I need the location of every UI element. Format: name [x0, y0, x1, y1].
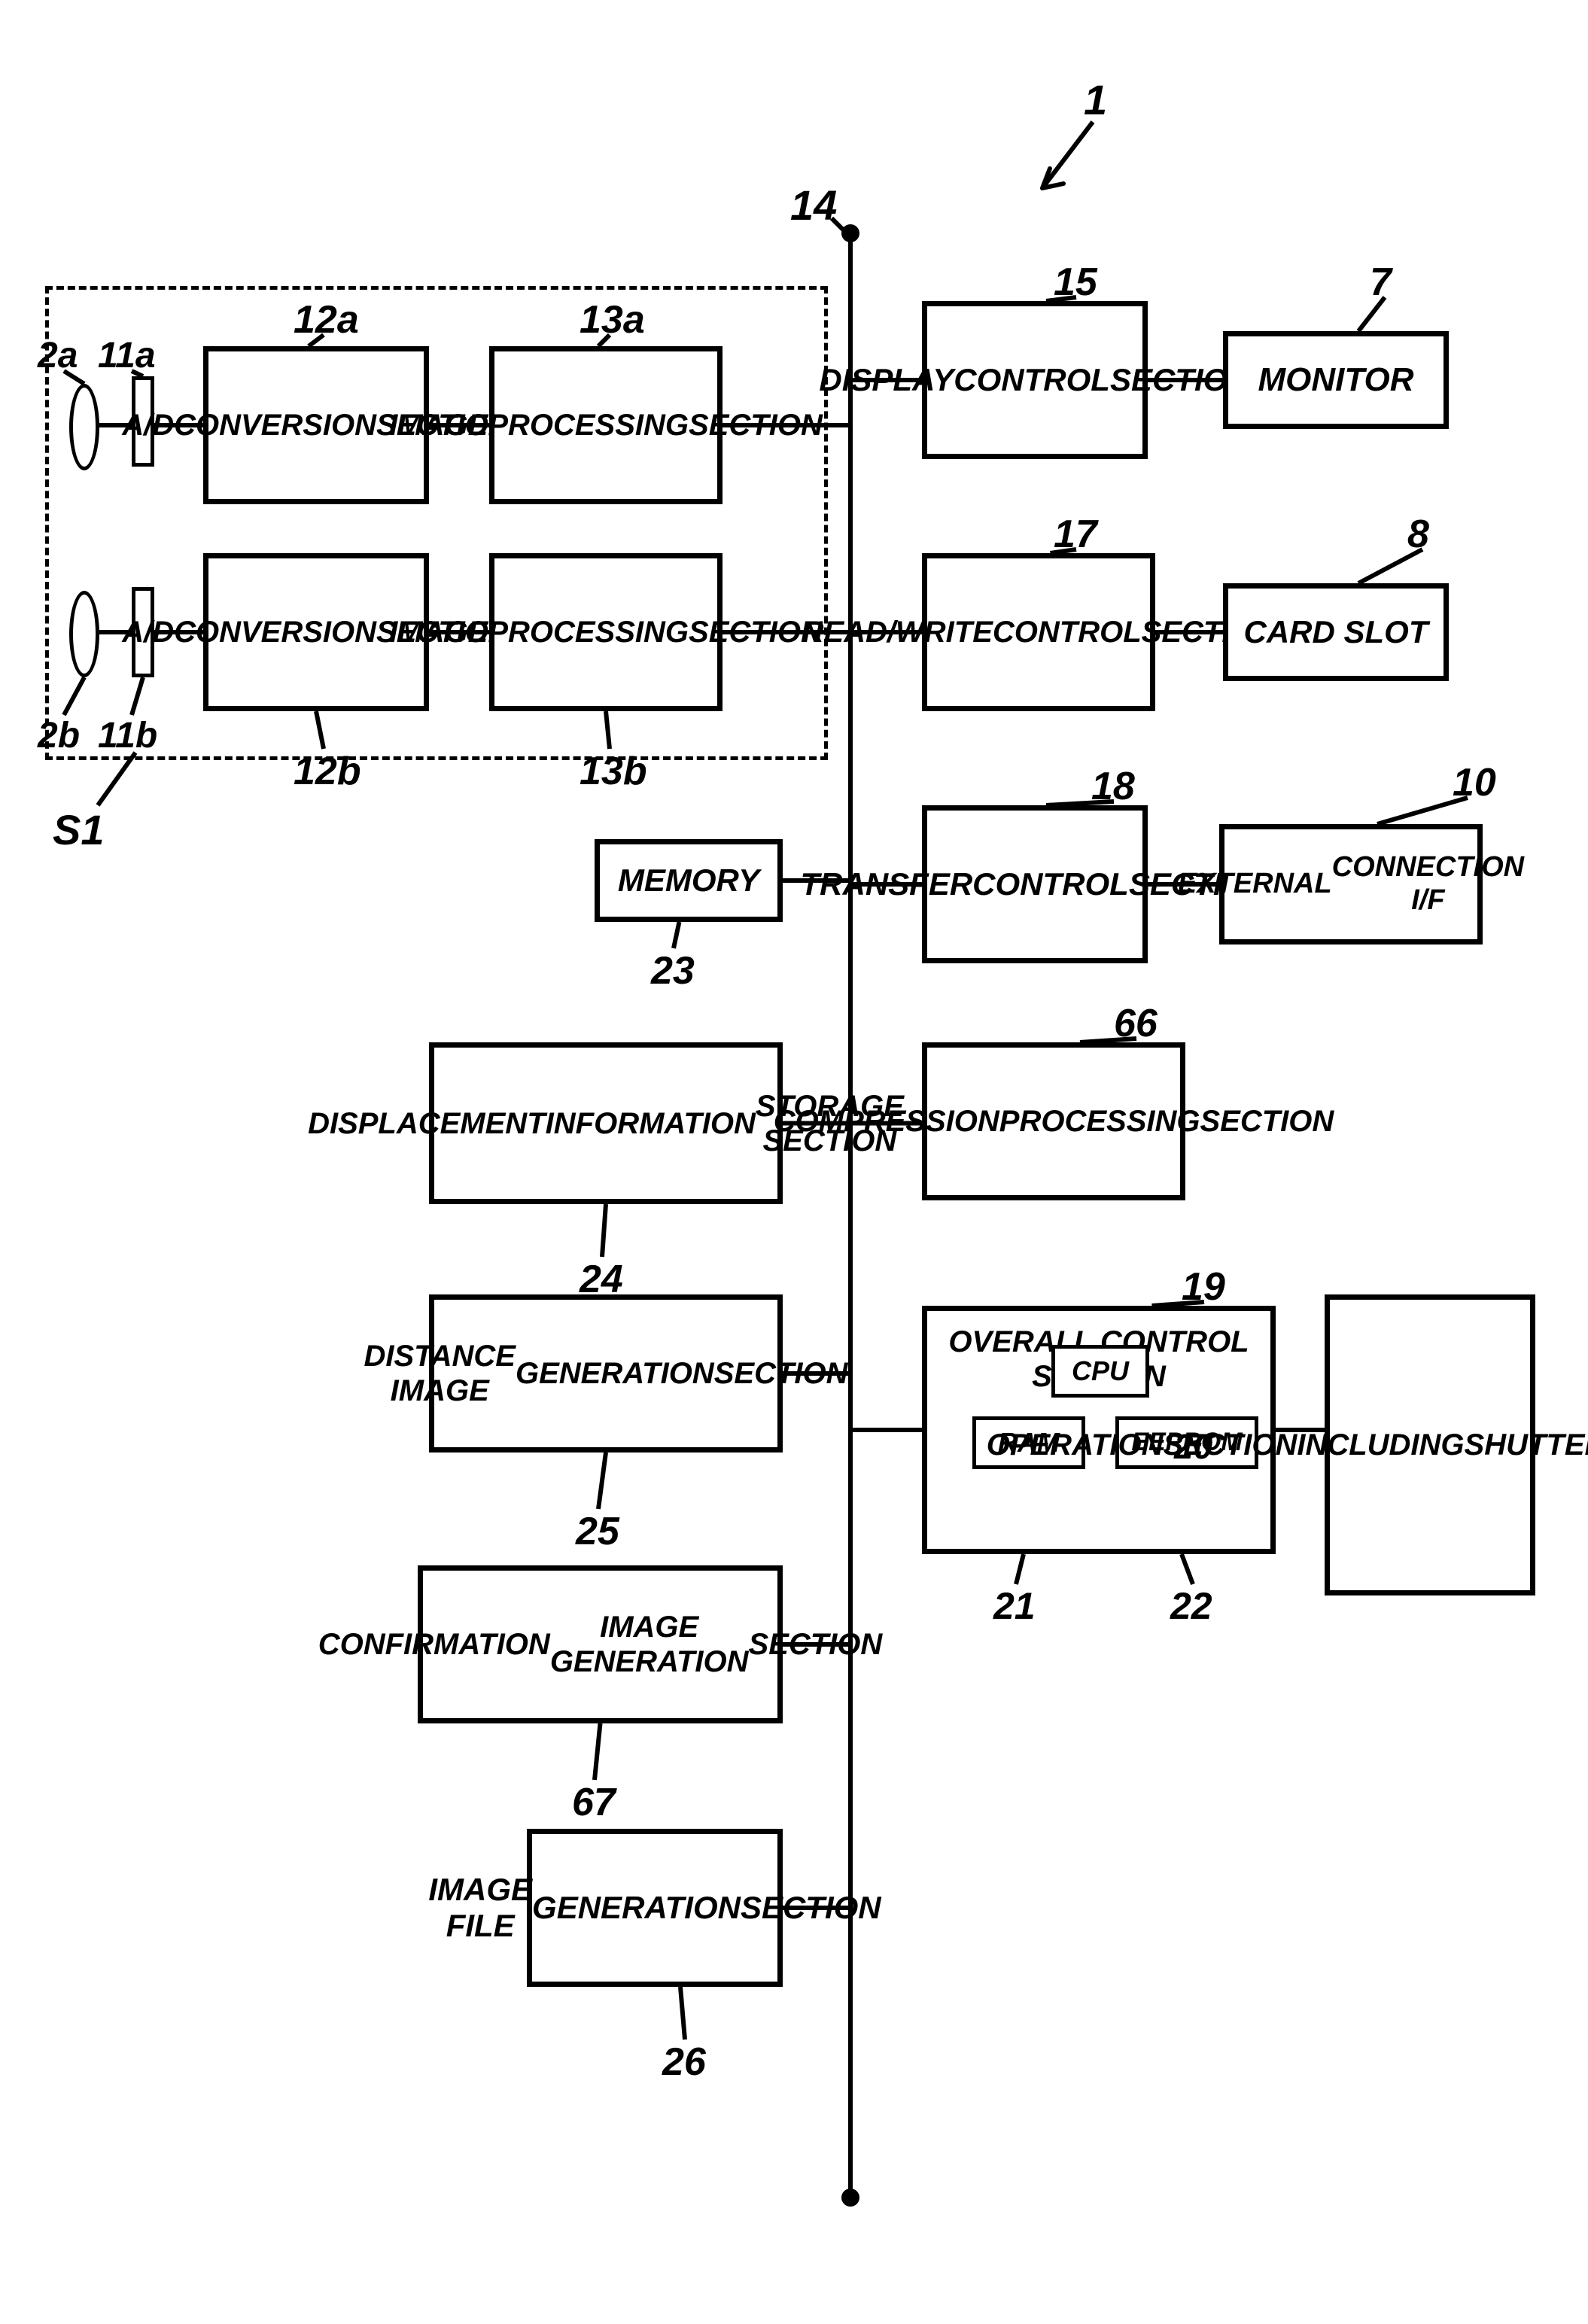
ref-label: 25	[576, 1509, 619, 1554]
ref-label: S1	[53, 805, 105, 854]
image-processing-b: IMAGEPROCESSINGSECTION	[489, 553, 723, 711]
ref-label: 11a	[98, 335, 156, 376]
ref-label: 23	[651, 948, 695, 993]
confirmation-image-generation-section: CONFIRMATIONIMAGE GENERATIONSECTION	[418, 1565, 783, 1723]
monitor: MONITOR	[1223, 331, 1449, 429]
ref-label: 26	[662, 2040, 706, 2085]
ref-label: 13b	[580, 749, 647, 794]
ref-label: 66	[1114, 1001, 1158, 1046]
ref-label: 13a	[580, 297, 645, 342]
ref-label: 10	[1453, 760, 1496, 805]
image-processing-a: IMAGEPROCESSINGSECTION	[489, 346, 723, 504]
ref-label: 2a	[38, 335, 78, 376]
lens-b	[69, 591, 99, 677]
ref-label: 7	[1370, 260, 1392, 305]
ref-label: 12b	[294, 749, 361, 794]
operation-section: OPERATIONSECTIONINCLUDINGSHUTTERRELEASEB…	[1325, 1294, 1535, 1595]
ref-label: 11b	[98, 715, 157, 756]
lens-a	[69, 384, 99, 470]
distance-image-generation-section: DISTANCE IMAGEGENERATIONSECTION	[429, 1294, 783, 1452]
compression-processing-section: COMPRESSIONPROCESSINGSECTION	[922, 1042, 1185, 1200]
ref-label: 22	[1170, 1584, 1212, 1628]
ref-label: 19	[1182, 1264, 1225, 1310]
ref-label: 18	[1091, 764, 1135, 809]
ref-label: 17	[1054, 512, 1097, 557]
ref-label: 1	[1084, 75, 1107, 124]
ref-label: 8	[1407, 512, 1429, 557]
memory: MEMORY	[595, 839, 783, 922]
ref-label: 12a	[294, 297, 359, 342]
external-connection-if: EXTERNALCONNECTION I/F	[1219, 824, 1483, 945]
transfer-control-section: TRANSFERCONTROLSECTION	[922, 805, 1148, 963]
ref-label: 15	[1054, 260, 1097, 305]
ref-label: 14	[790, 181, 837, 230]
readwrite-control-section: READ/WRITECONTROLSECTION	[922, 553, 1155, 711]
ref-label: 2b	[38, 715, 80, 756]
ref-label: 21	[993, 1584, 1036, 1628]
card-slot: CARD SLOT	[1223, 583, 1449, 681]
cpu: CPU	[1051, 1345, 1149, 1398]
image-file-generation-section: IMAGE FILEGENERATIONSECTION	[527, 1829, 783, 1987]
ref-label: 67	[572, 1780, 616, 1825]
display-control-section: DISPLAYCONTROLSECTION	[922, 301, 1148, 459]
displacement-info-storage-section: DISPLACEMENTINFORMATIONSTORAGE SECTION	[429, 1042, 783, 1204]
